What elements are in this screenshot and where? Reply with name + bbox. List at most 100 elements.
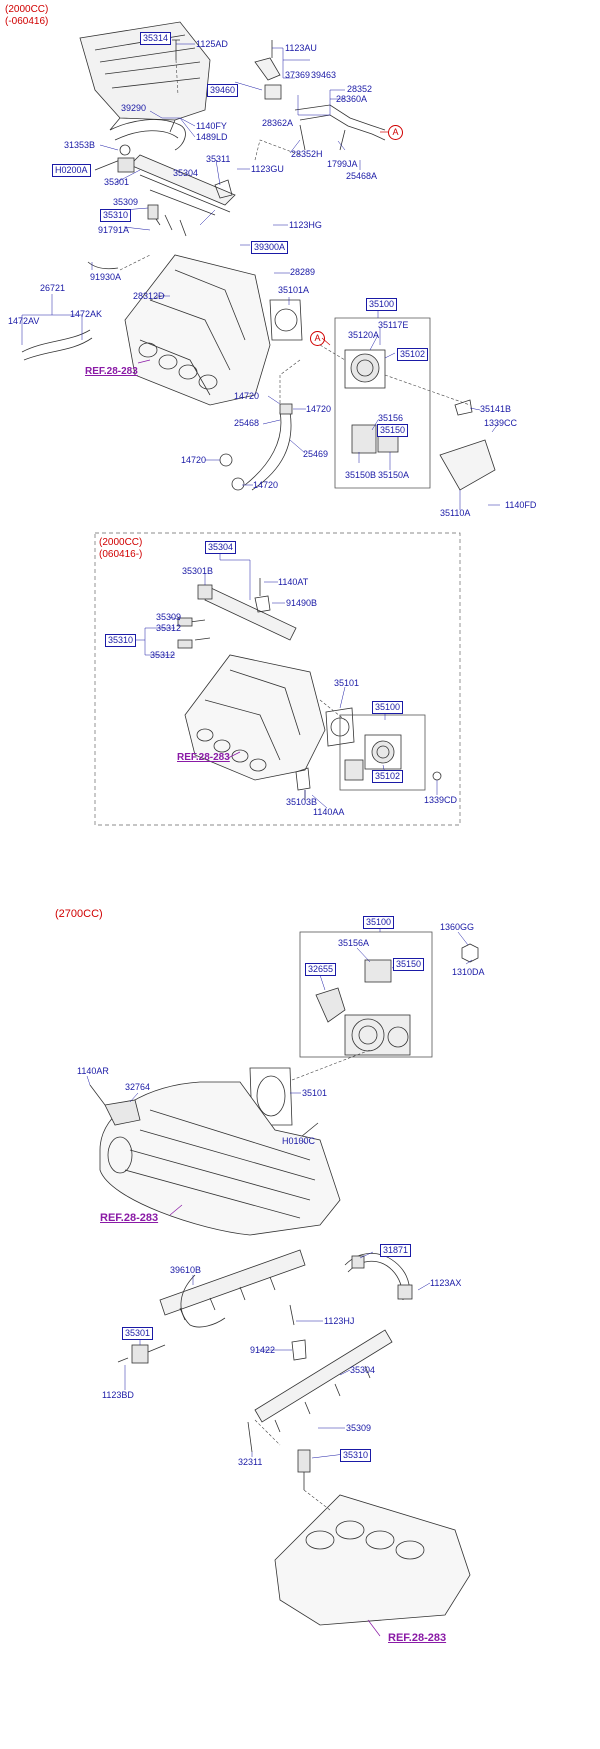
- part-35310-2700[interactable]: 35310: [340, 1449, 372, 1462]
- part-1140AR[interactable]: 1140AR: [77, 1066, 109, 1076]
- part-28360A[interactable]: 28360A: [336, 94, 368, 104]
- part-1339CC[interactable]: 1339CC: [484, 418, 518, 428]
- marker-a-throttle: A: [310, 331, 325, 346]
- part-35156[interactable]: 35156: [378, 413, 404, 423]
- part-35310[interactable]: 35310: [100, 209, 132, 222]
- part-39460[interactable]: 39460: [207, 84, 239, 97]
- part-35100-mid[interactable]: 35100: [372, 701, 404, 714]
- part-35102[interactable]: 35102: [397, 348, 429, 361]
- part-35301-2700[interactable]: 35301: [122, 1327, 154, 1340]
- part-35110A[interactable]: 35110A: [440, 508, 471, 518]
- part-35103B[interactable]: 35103B: [286, 797, 318, 807]
- part-35304-2700[interactable]: 35304: [350, 1365, 376, 1375]
- part-35141B[interactable]: 35141B: [480, 404, 512, 414]
- part-35150B[interactable]: 35150B: [345, 470, 377, 480]
- part-39463[interactable]: 39463: [311, 70, 337, 80]
- part-39290[interactable]: 39290: [121, 103, 147, 113]
- part-35309[interactable]: 35309: [113, 197, 139, 207]
- part-35310-mid[interactable]: 35310: [105, 634, 137, 647]
- ref-link-bottom-manifold[interactable]: REF.28-283: [388, 1632, 447, 1644]
- part-35314[interactable]: 35314: [140, 32, 172, 45]
- part-28352[interactable]: 28352: [347, 84, 373, 94]
- part-35150[interactable]: 35150: [377, 424, 409, 437]
- intake-manifold: [124, 254, 271, 406]
- part-35120A[interactable]: 35120A: [348, 330, 380, 340]
- part-25468[interactable]: 25468: [234, 418, 260, 428]
- part-32764[interactable]: 32764: [125, 1082, 151, 1092]
- ref-link-middle[interactable]: REF.28-283: [177, 752, 230, 763]
- part-35312-upper[interactable]: 35312: [156, 623, 182, 633]
- part-35100-2700[interactable]: 35100: [363, 916, 395, 929]
- part-1123GU[interactable]: 1123GU: [251, 164, 284, 174]
- part-25469[interactable]: 25469: [303, 449, 329, 459]
- part-1360GG[interactable]: 1360GG: [440, 922, 475, 932]
- part-91422[interactable]: 91422: [250, 1345, 276, 1355]
- part-1140AA[interactable]: 1140AA: [313, 807, 345, 817]
- part-91490B[interactable]: 91490B: [286, 598, 318, 608]
- part-35311[interactable]: 35311: [206, 154, 231, 164]
- part-28312D[interactable]: 28312D: [133, 291, 165, 301]
- part-35156A[interactable]: 35156A: [338, 938, 370, 948]
- part-1123HG[interactable]: 1123HG: [289, 220, 322, 230]
- part-1799JA[interactable]: 1799JA: [327, 159, 358, 169]
- part-32655[interactable]: 32655: [305, 963, 337, 976]
- part-1123BD[interactable]: 1123BD: [102, 1390, 134, 1400]
- part-35150-2700[interactable]: 35150: [393, 958, 425, 971]
- section-2700cc: (2700CC): [55, 908, 103, 920]
- part-35101-2700[interactable]: 35101: [302, 1088, 328, 1098]
- part-28289[interactable]: 28289: [290, 267, 316, 277]
- part-1472AK[interactable]: 1472AK: [70, 309, 103, 319]
- part-1123AX[interactable]: 1123AX: [430, 1278, 462, 1288]
- section-2000cc-late-line2: (060416-): [99, 549, 143, 560]
- part-39300A[interactable]: 39300A: [251, 241, 289, 254]
- part-1339CD[interactable]: 1339CD: [424, 795, 458, 805]
- part-35301[interactable]: 35301: [104, 177, 130, 187]
- part-35309-mid[interactable]: 35309: [156, 612, 182, 622]
- part-31871[interactable]: 31871: [380, 1244, 412, 1257]
- part-31353B[interactable]: 31353B: [64, 140, 96, 150]
- part-H0100C[interactable]: H0100C: [282, 1136, 316, 1146]
- ref-link-top[interactable]: REF.28-283: [85, 366, 138, 377]
- part-32311[interactable]: 32311: [238, 1457, 263, 1467]
- marker-a-top: A: [388, 125, 403, 140]
- part-1123HJ[interactable]: 1123HJ: [324, 1316, 355, 1326]
- part-35301B[interactable]: 35301B: [182, 566, 214, 576]
- part-1140AT[interactable]: 1140AT: [278, 577, 309, 587]
- fuel-rail: [129, 154, 236, 206]
- section-2000cc-late-line1: (2000CC): [99, 537, 143, 548]
- part-1489LD[interactable]: 1489LD: [196, 132, 228, 142]
- section-2000cc-early-line1: (2000CC): [5, 4, 49, 15]
- part-1310DA[interactable]: 1310DA: [452, 967, 485, 977]
- part-35304-mid[interactable]: 35304: [205, 541, 237, 554]
- part-91791A[interactable]: 91791A: [98, 225, 130, 235]
- part-35101A[interactable]: 35101A: [278, 285, 310, 295]
- part-14720-left[interactable]: 14720: [181, 455, 207, 465]
- part-37369[interactable]: 37369: [285, 70, 311, 80]
- part-14720-upper[interactable]: 14720: [234, 391, 260, 401]
- part-14720-lower[interactable]: 14720: [253, 480, 279, 490]
- part-35312-lower[interactable]: 35312: [150, 650, 176, 660]
- part-1125AD[interactable]: 1125AD: [196, 39, 228, 49]
- part-1140FY[interactable]: 1140FY: [196, 121, 227, 131]
- part-35102-mid[interactable]: 35102: [372, 770, 404, 783]
- section-2000cc-early: (2000CC) (-060416): [5, 4, 48, 28]
- part-25468A[interactable]: 25468A: [346, 171, 378, 181]
- part-35150A[interactable]: 35150A: [378, 470, 410, 480]
- part-35117E[interactable]: 35117E: [378, 320, 409, 330]
- part-14720-right[interactable]: 14720: [306, 404, 332, 414]
- part-1123AU[interactable]: 1123AU: [285, 43, 317, 53]
- part-35101-mid[interactable]: 35101: [334, 678, 360, 688]
- part-35309-2700[interactable]: 35309: [346, 1423, 372, 1433]
- part-H0200A[interactable]: H0200A: [52, 164, 91, 177]
- part-35100[interactable]: 35100: [366, 298, 398, 311]
- part-1472AV[interactable]: 1472AV: [8, 316, 40, 326]
- part-1140FD[interactable]: 1140FD: [505, 500, 537, 510]
- ref-link-bottom-plenum[interactable]: REF.28-283: [100, 1212, 159, 1224]
- part-26721[interactable]: 26721: [40, 283, 66, 293]
- part-35304[interactable]: 35304: [173, 168, 199, 178]
- part-91930A[interactable]: 91930A: [90, 272, 122, 282]
- part-28352H[interactable]: 28352H: [291, 149, 323, 159]
- part-39610B[interactable]: 39610B: [170, 1265, 202, 1275]
- part-28362A[interactable]: 28362A: [262, 118, 294, 128]
